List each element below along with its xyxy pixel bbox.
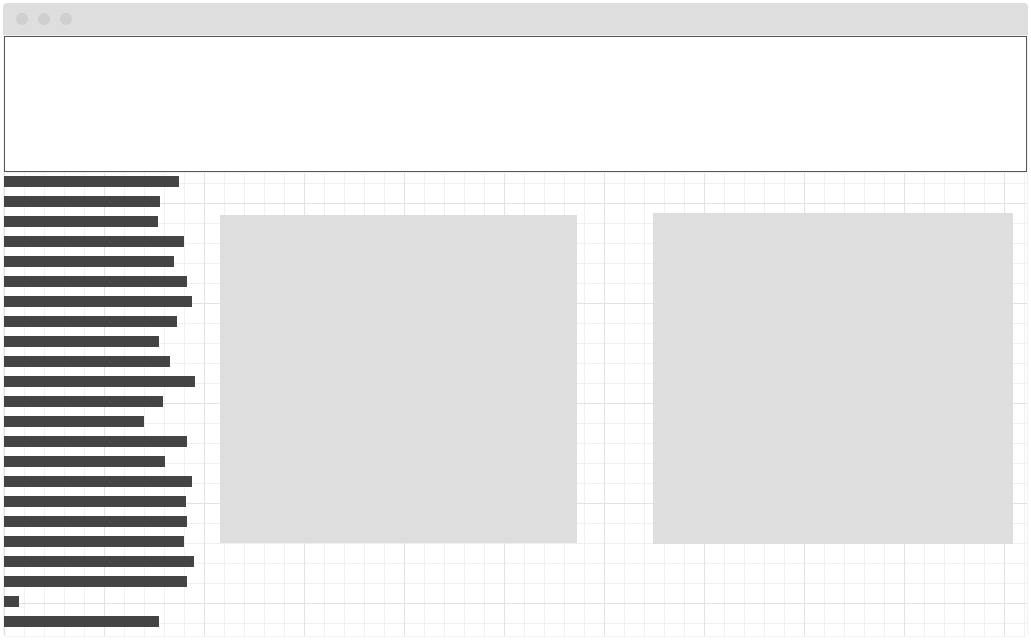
bar-item [4, 436, 187, 447]
bar-item [4, 356, 170, 367]
bar-item [4, 576, 187, 587]
placeholder-panel-right [653, 213, 1013, 544]
browser-window [3, 3, 1028, 637]
bar-item [4, 496, 186, 507]
bar-item [4, 456, 165, 467]
bar-item [4, 476, 192, 487]
bar-item [4, 376, 195, 387]
bar-item [4, 516, 187, 527]
placeholder-panel-left [220, 215, 577, 543]
bar-list [4, 173, 204, 636]
close-dot-icon[interactable] [16, 13, 28, 25]
bar-item [4, 336, 159, 347]
bar-item [4, 196, 160, 207]
bar-item [4, 416, 144, 427]
bar-item [4, 296, 192, 307]
minimize-dot-icon[interactable] [38, 13, 50, 25]
bar-item [4, 616, 159, 627]
bar-item [4, 316, 177, 327]
bar-item [4, 216, 158, 227]
window-titlebar [3, 3, 1028, 35]
bar-item [4, 236, 184, 247]
bar-item [4, 596, 19, 607]
maximize-dot-icon[interactable] [60, 13, 72, 25]
bar-item [4, 556, 194, 567]
bar-item [4, 396, 163, 407]
header-panel [4, 36, 1027, 172]
bar-item [4, 256, 174, 267]
bar-item [4, 276, 187, 287]
bar-item [4, 176, 179, 187]
bar-item [4, 536, 184, 547]
